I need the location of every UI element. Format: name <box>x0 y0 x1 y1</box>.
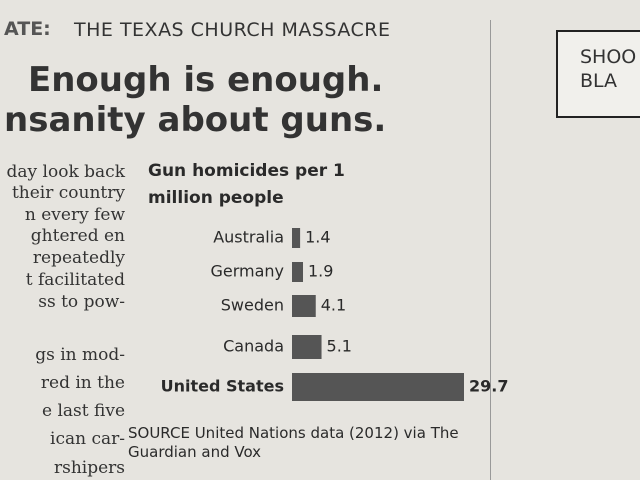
body-text: ican car- <box>50 429 125 449</box>
category-label: United States <box>161 377 284 396</box>
chart-title: Gun homicides per 1 million people <box>148 161 345 208</box>
category-label: Sweden <box>221 296 284 315</box>
bar <box>292 295 316 317</box>
section-title: THE TEXAS CHURCH MASSACRE <box>74 19 391 41</box>
body-text: their country <box>11 183 125 203</box>
kicker: ATE: <box>4 18 51 40</box>
headline: Enough is enough. <box>28 60 384 100</box>
cartoon-text: SHOO <box>580 46 637 68</box>
body-text: gs in mod- <box>35 345 125 365</box>
bar <box>292 262 304 282</box>
bar <box>292 228 301 248</box>
body-text: ss to pow- <box>38 292 125 312</box>
value-label: 1.9 <box>308 262 333 281</box>
headline: nsanity about guns. <box>4 100 387 140</box>
cartoon-panel: SHOO BLA <box>556 30 640 118</box>
cartoon-text: BLA <box>580 70 618 92</box>
category-label: Australia <box>213 228 284 247</box>
body-text: rshipers <box>53 458 125 478</box>
bar <box>292 335 322 359</box>
value-label: 29.7 <box>469 377 508 396</box>
body-text: t facilitated <box>25 270 125 290</box>
body-text: ghtered en <box>30 226 125 246</box>
body-text: repeatedly <box>32 248 125 268</box>
column-rule <box>490 20 491 480</box>
body-text: n every few <box>24 205 125 225</box>
value-label: 4.1 <box>321 296 346 315</box>
value-label: 1.4 <box>305 228 330 247</box>
value-label: 5.1 <box>327 337 352 356</box>
body-text: e last five <box>42 401 125 421</box>
chart-source: SOURCE United Nations data (2012) via Th… <box>128 424 459 461</box>
bar <box>292 373 464 401</box>
body-text: day look back <box>6 162 125 182</box>
category-label: Germany <box>210 262 284 281</box>
category-label: Canada <box>223 337 284 356</box>
body-text: red in the <box>40 373 125 393</box>
